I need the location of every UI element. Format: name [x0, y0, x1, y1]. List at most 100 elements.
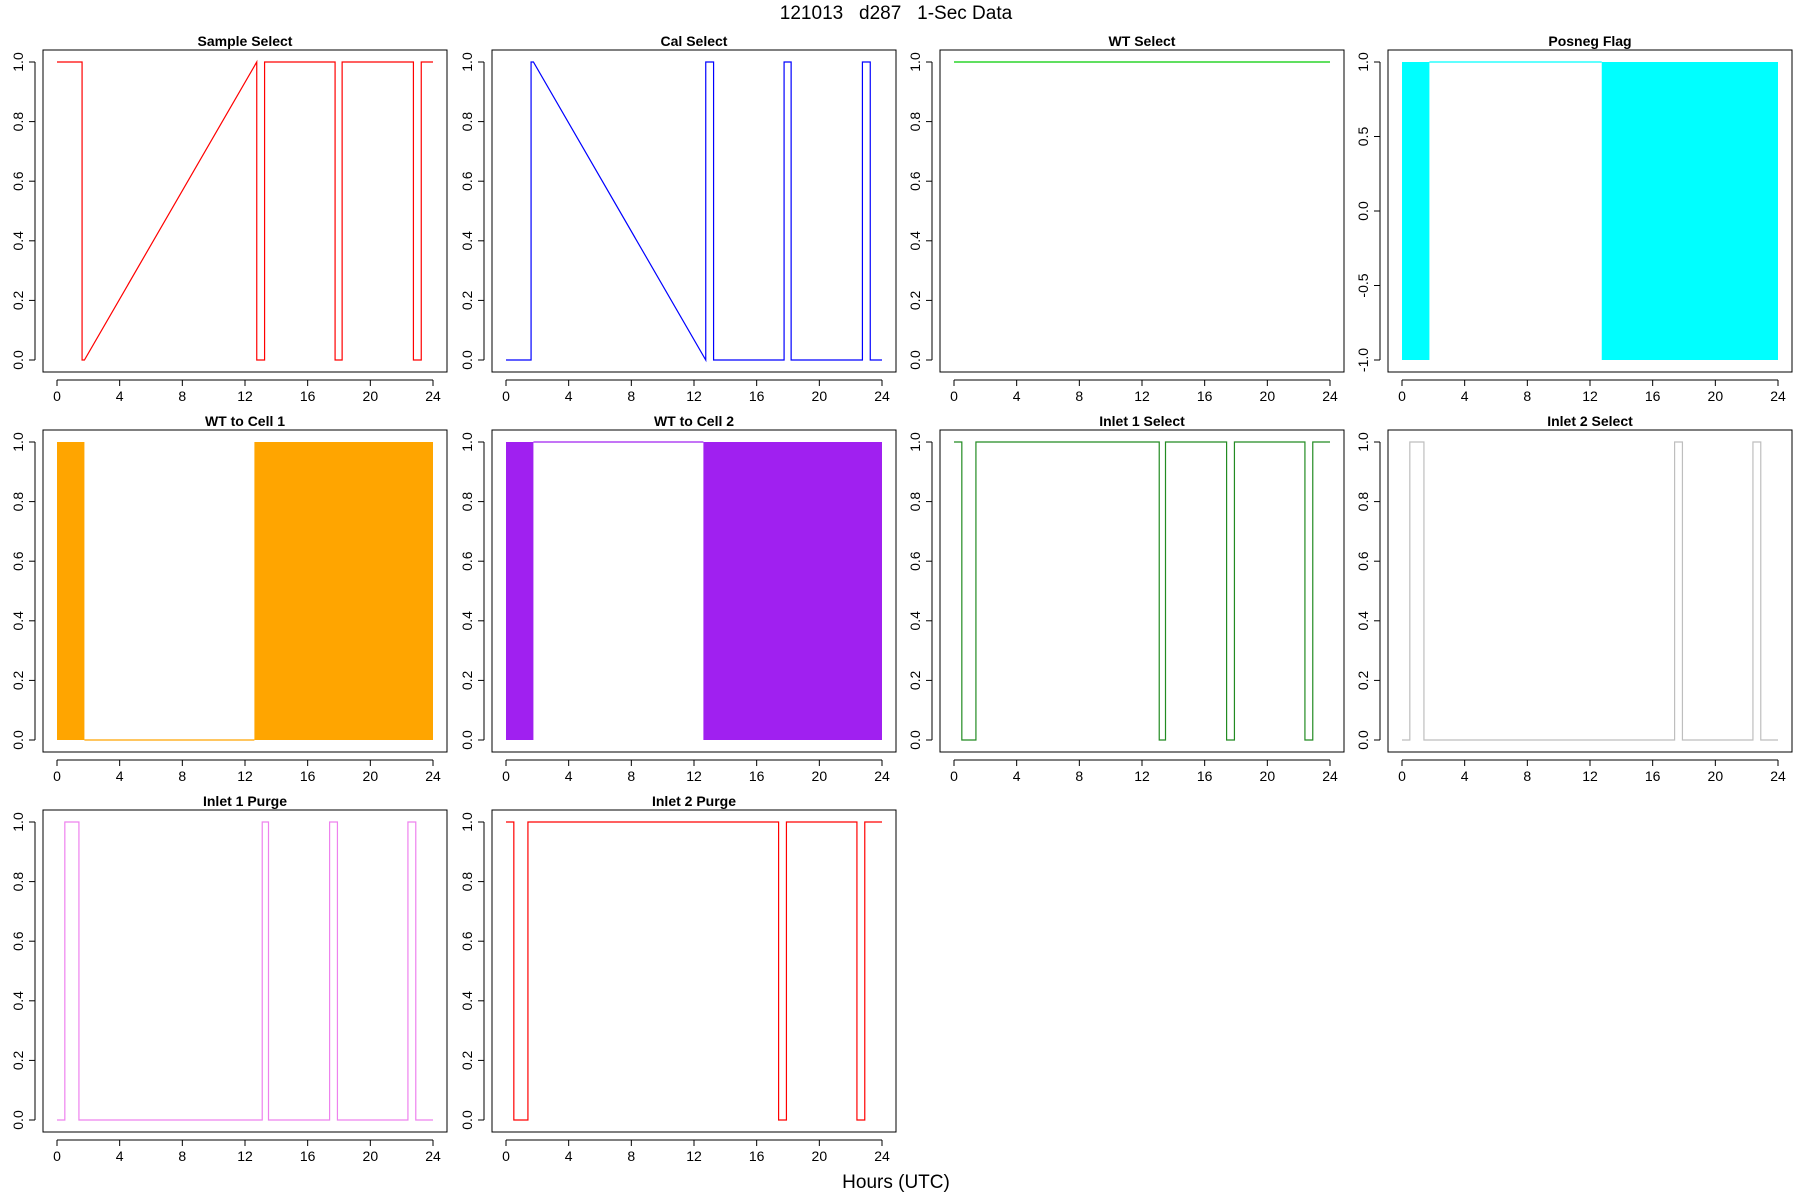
y-tick-label: 0.0 [907, 730, 923, 750]
plot-frame [491, 809, 897, 1133]
x-tick-label: 0 [950, 768, 958, 784]
series-fill-block [703, 442, 882, 740]
x-tick-label: 8 [627, 388, 635, 404]
y-tick-label: 0.6 [459, 551, 475, 571]
chart-panel: WT Select 0 4 8 12 16 20 24 0.0 0.2 0.4 0.6 0.8 1.0 [907, 33, 1345, 404]
y-tick-label: 0.6 [10, 551, 26, 571]
plot-frame [42, 49, 448, 373]
x-tick-label: 20 [812, 768, 828, 784]
chart-panel: Cal Select 0 4 8 12 16 20 24 0.0 0.2 0.4 0.6 0.8 1.0 [459, 33, 897, 404]
panel-title: Inlet 2 Select [1547, 413, 1633, 429]
y-tick-label: 0.8 [10, 492, 26, 512]
x-tick-label: 4 [565, 1148, 573, 1164]
x-tick-label: 24 [1770, 768, 1786, 784]
x-tick-label: 20 [363, 1148, 379, 1164]
y-tick-label: 0.2 [459, 670, 475, 690]
y-tick-label: 0.8 [907, 112, 923, 132]
y-tick-label: 0.0 [10, 1110, 26, 1130]
y-tick-label: 0.6 [907, 551, 923, 571]
x-tick-label: 16 [749, 768, 765, 784]
series-line [506, 821, 882, 1121]
x-tick-label: 24 [425, 1148, 441, 1164]
plot-frame [42, 429, 448, 753]
x-tick-label: 16 [300, 388, 316, 404]
series-line [1402, 441, 1778, 741]
x-tick-label: 8 [1075, 388, 1083, 404]
x-tick-label: 4 [116, 1148, 124, 1164]
y-tick-label: -1.0 [1355, 348, 1371, 372]
y-tick-label: 0.0 [459, 1110, 475, 1130]
plot-frame [491, 49, 897, 373]
y-tick-label: 0.8 [10, 872, 26, 892]
x-tick-label: 8 [178, 768, 186, 784]
x-tick-label: 24 [874, 1148, 890, 1164]
x-tick-label: 4 [116, 768, 124, 784]
y-tick-label: 0.4 [459, 991, 475, 1011]
series-line [57, 59, 433, 361]
y-tick-label: 0.8 [459, 492, 475, 512]
y-tick-label: 0.4 [1355, 611, 1371, 631]
y-tick-label: 0.4 [459, 611, 475, 631]
x-tick-label: 0 [502, 1148, 510, 1164]
y-tick-label: 0.4 [10, 611, 26, 631]
y-tick-label: 0.6 [459, 171, 475, 191]
x-tick-label: 12 [686, 388, 702, 404]
x-tick-label: 16 [749, 388, 765, 404]
y-tick-label: 0.2 [10, 1050, 26, 1070]
x-tick-label: 0 [502, 768, 510, 784]
x-tick-label: 0 [1398, 388, 1406, 404]
panel-grid: Sample Select 0 4 8 12 16 20 24 0.0 0.2 0.4 0.6 0.8 1… [10, 33, 1793, 1164]
y-tick-label: 0.0 [907, 350, 923, 370]
x-tick-label: 12 [1134, 768, 1150, 784]
y-tick-label: 1.0 [907, 52, 923, 72]
x-tick-label: 24 [1322, 768, 1338, 784]
y-tick-label: 0.0 [1355, 201, 1371, 221]
x-tick-label: 20 [812, 1148, 828, 1164]
panel-title: Inlet 1 Select [1099, 413, 1185, 429]
y-tick-label: 0.2 [459, 290, 475, 310]
x-tick-label: 8 [1523, 388, 1531, 404]
y-tick-label: 0.4 [907, 611, 923, 631]
chart-panel: WT to Cell 2 0 4 8 12 16 20 24 0.0 0.2 0.4 0.6 0.8 1.… [459, 413, 897, 784]
x-tick-label: 0 [53, 1148, 61, 1164]
y-tick-label: 1.0 [907, 432, 923, 452]
x-tick-label: 24 [1770, 388, 1786, 404]
x-tick-label: 12 [1582, 388, 1598, 404]
x-tick-label: 8 [627, 1148, 635, 1164]
y-tick-label: 0.8 [1355, 492, 1371, 512]
chart-panel: Inlet 2 Purge 0 4 8 12 16 20 24 0.0 0.2 0.4 0.6 0.8 1… [459, 793, 897, 1164]
y-tick-label: 1.0 [459, 812, 475, 832]
x-tick-label: 12 [237, 768, 253, 784]
series-fill-block [1601, 62, 1778, 360]
y-tick-label: 0.6 [10, 171, 26, 191]
x-tick-label: 8 [178, 388, 186, 404]
x-tick-label: 20 [363, 768, 379, 784]
x-tick-label: 12 [686, 1148, 702, 1164]
panel-title: WT to Cell 2 [654, 413, 734, 429]
y-tick-label: 0.0 [1355, 730, 1371, 750]
y-tick-label: 0.8 [459, 872, 475, 892]
series-fill-block [506, 442, 534, 740]
x-tick-label: 16 [300, 1148, 316, 1164]
plot-frame [939, 429, 1345, 753]
y-tick-label: 0.2 [907, 670, 923, 690]
y-tick-label: 0.2 [10, 290, 26, 310]
y-tick-label: 0.2 [10, 670, 26, 690]
y-tick-label: 1.0 [1355, 432, 1371, 452]
series-fill-block [254, 442, 433, 740]
x-tick-label: 4 [565, 388, 573, 404]
x-axis-label: Hours (UTC) [842, 1172, 950, 1193]
x-tick-label: 0 [53, 388, 61, 404]
x-tick-label: 4 [1461, 388, 1469, 404]
y-tick-label: 1.0 [10, 52, 26, 72]
x-tick-label: 24 [425, 768, 441, 784]
y-tick-label: 0.2 [459, 1050, 475, 1070]
x-tick-label: 0 [502, 388, 510, 404]
x-tick-label: 16 [749, 1148, 765, 1164]
x-tick-label: 16 [1645, 388, 1661, 404]
page-title: 121013 d287 1-Sec Data [780, 3, 1013, 24]
y-tick-label: 1.0 [459, 52, 475, 72]
y-tick-label: 0.4 [10, 231, 26, 251]
x-tick-label: 24 [425, 388, 441, 404]
panel-title: WT to Cell 1 [205, 413, 285, 429]
